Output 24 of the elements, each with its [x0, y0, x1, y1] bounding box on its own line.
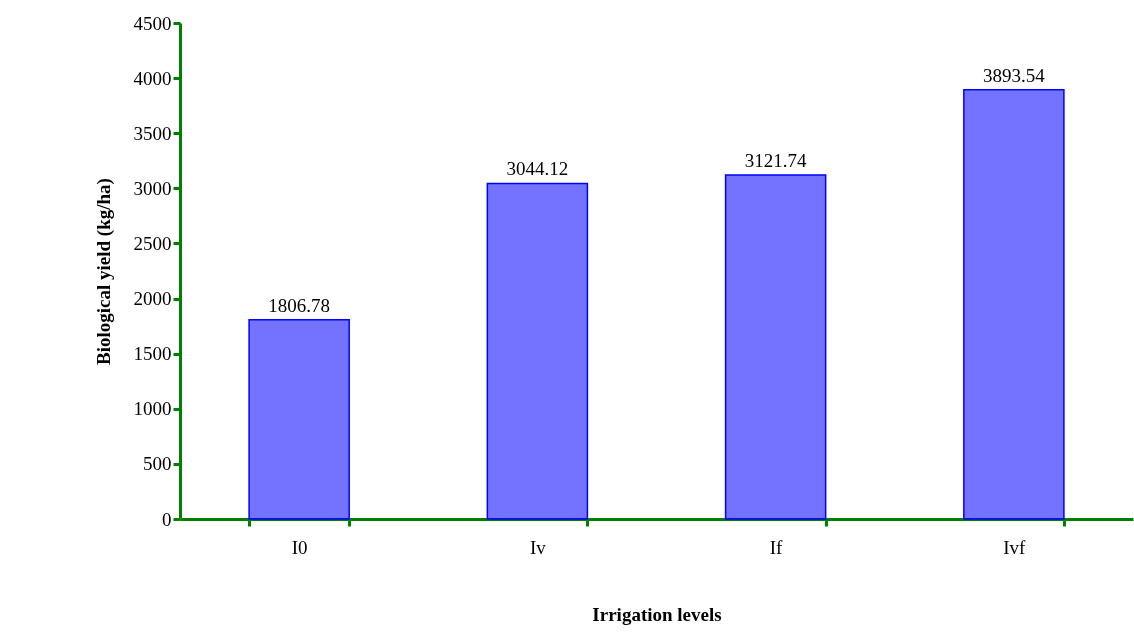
bar	[248, 319, 350, 520]
bar	[486, 182, 589, 520]
data-label: 3893.54	[983, 64, 1046, 86]
y-axis-title: Biological yield (kg/ha)	[92, 178, 115, 365]
y-tick-label: 500	[143, 453, 172, 475]
data-label: 3044.12	[506, 158, 569, 180]
x-tick-label: Ivf	[1003, 536, 1027, 558]
y-tick-label: 0	[162, 508, 172, 530]
bar	[963, 89, 1065, 520]
x-tick-label: I0	[291, 536, 308, 558]
y-tick-label: 4000	[133, 67, 172, 89]
x-tick-label: If	[769, 536, 784, 558]
y-tick-label: 3500	[133, 122, 172, 144]
y-tick-label: 2500	[133, 232, 172, 254]
data-label: 3121.74	[744, 149, 807, 171]
x-tick-label: Iv	[529, 536, 547, 558]
x-axis-title: Irrigation levels	[592, 603, 722, 625]
y-tick-label: 4500	[133, 12, 172, 34]
y-tick-label: 1000	[133, 398, 172, 420]
y-tick-label: 2000	[133, 288, 172, 310]
bar	[724, 174, 827, 520]
y-tick-label: 3000	[133, 177, 172, 199]
data-label: 1806.78	[268, 294, 330, 316]
y-tick-label: 1500	[133, 343, 172, 365]
